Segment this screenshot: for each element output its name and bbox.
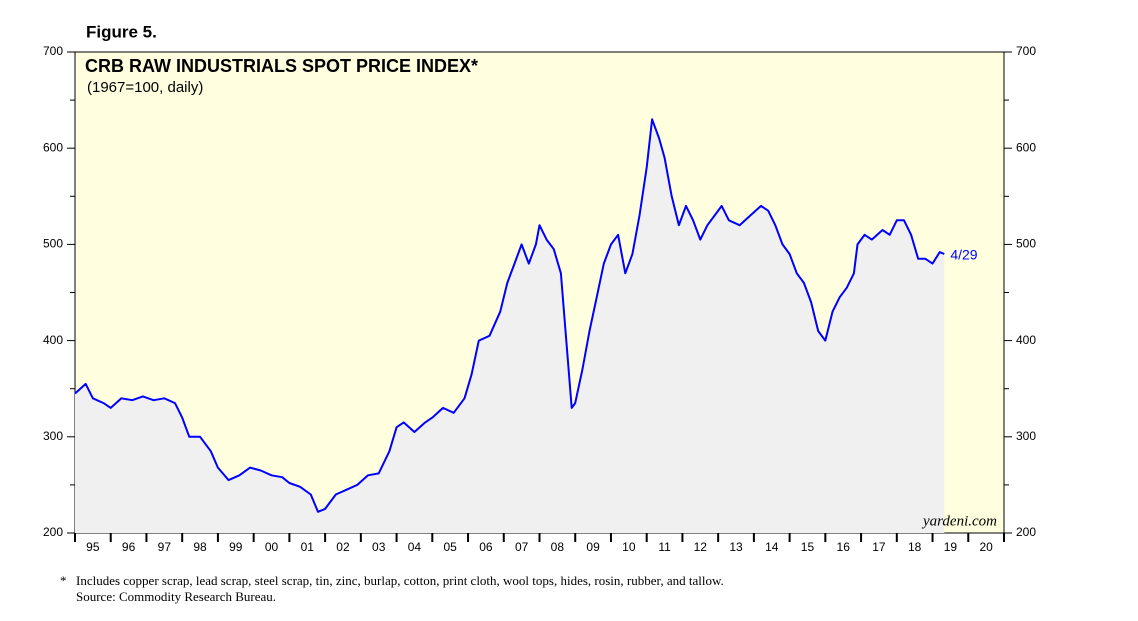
- x-tick-label: 96: [122, 540, 136, 554]
- watermark: yardeni.com: [921, 513, 997, 529]
- x-tick-label: 03: [372, 540, 386, 554]
- x-tick-label: 01: [301, 540, 315, 554]
- source: Source: Commodity Research Bureau.: [76, 589, 276, 604]
- x-tick-label: 15: [801, 540, 815, 554]
- x-tick-label: 19: [944, 540, 958, 554]
- x-tick-label: 98: [193, 540, 207, 554]
- y-tick-label: 300: [43, 429, 63, 443]
- x-tick-label: 10: [622, 540, 636, 554]
- x-tick-label: 02: [336, 540, 350, 554]
- x-tick-label: 17: [872, 540, 886, 554]
- y2-tick-label: 300: [1016, 429, 1036, 443]
- x-tick-label: 97: [158, 540, 172, 554]
- y2-tick-label: 700: [1016, 44, 1036, 58]
- footnote-marker: *: [60, 573, 67, 588]
- x-tick-label: 20: [979, 540, 993, 554]
- x-tick-label: 13: [729, 540, 743, 554]
- x-tick-label: 18: [908, 540, 922, 554]
- chart-subtitle: (1967=100, daily): [87, 79, 203, 96]
- y2-tick-label: 400: [1016, 333, 1036, 347]
- x-tick-label: 11: [658, 540, 671, 554]
- footnote: Includes copper scrap, lead scrap, steel…: [76, 573, 724, 588]
- y-tick-label: 600: [43, 140, 63, 154]
- x-tick-label: 06: [479, 540, 493, 554]
- x-tick-label: 05: [443, 540, 457, 554]
- end-label: 4/29: [950, 247, 977, 263]
- y2-tick-label: 600: [1016, 140, 1036, 154]
- line: [74, 118, 945, 513]
- x-tick-label: 09: [586, 540, 600, 554]
- x-tick-label: 99: [229, 540, 243, 554]
- y-tick-label: 400: [43, 333, 63, 347]
- x-tick-label: 04: [408, 540, 422, 554]
- x-tick-label: 95: [86, 540, 100, 554]
- y2-tick-label: 500: [1016, 237, 1036, 251]
- y-tick-label: 500: [43, 237, 63, 251]
- x-tick-label: 07: [515, 540, 529, 554]
- x-tick-label: 14: [765, 540, 779, 554]
- x-tick-label: 00: [265, 540, 279, 554]
- chart-title: CRB RAW INDUSTRIALS SPOT PRICE INDEX*: [85, 56, 478, 76]
- x-tick-label: 08: [551, 540, 565, 554]
- y2-tick-label: 200: [1016, 525, 1036, 539]
- x-tick-label: 12: [694, 540, 708, 554]
- y-tick-label: 700: [43, 44, 63, 58]
- area: [75, 119, 945, 534]
- figure-label: Figure 5.: [86, 22, 157, 41]
- y-tick-label: 200: [43, 525, 63, 539]
- x-tick-label: 16: [837, 540, 851, 554]
